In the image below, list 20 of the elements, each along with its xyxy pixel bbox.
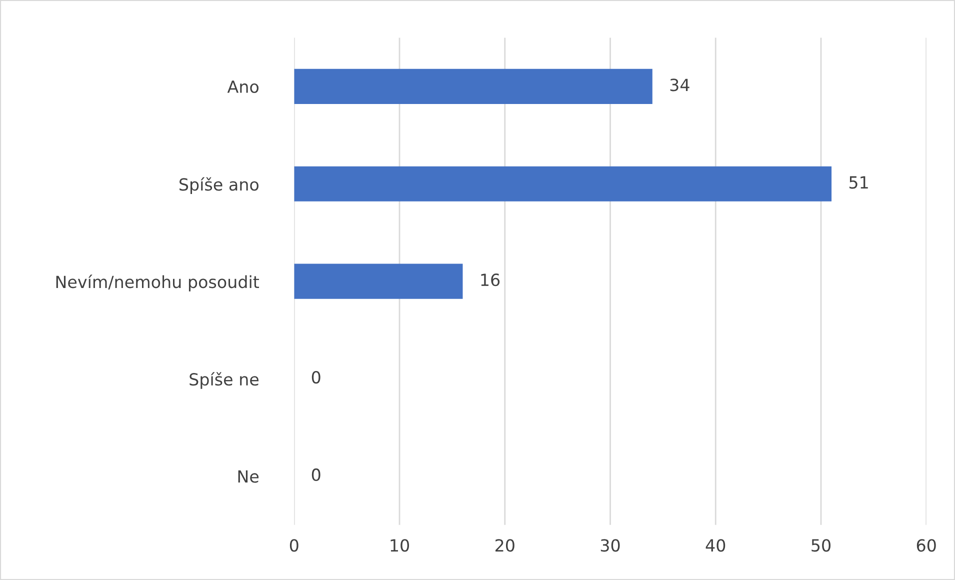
- data-label: 16: [481, 274, 500, 286]
- data-label: 34: [670, 78, 690, 92]
- bar: [294, 68, 652, 104]
- data-label: 0: [312, 468, 320, 482]
- x-tick-label: 0: [290, 539, 298, 552]
- data-label: 51: [849, 176, 868, 189]
- x-tick-label: 60: [916, 539, 936, 552]
- y-tick-label: Ne: [238, 470, 259, 483]
- y-tick-label: Spíše ano: [180, 177, 259, 194]
- y-tick-label: Ano: [227, 80, 259, 93]
- bar: [294, 264, 463, 299]
- bar: [294, 166, 832, 202]
- x-tick-label: 10: [390, 539, 410, 552]
- y-tick-label: Spíše ne: [190, 372, 259, 389]
- x-tick-label: 30: [600, 539, 620, 552]
- x-tick-label: 50: [812, 539, 830, 552]
- x-tick-label: 40: [706, 539, 726, 552]
- y-tick-label: Nevím/nemohu posoudit: [56, 274, 260, 292]
- data-label: 0: [312, 370, 320, 384]
- x-tick-label: 20: [495, 539, 514, 552]
